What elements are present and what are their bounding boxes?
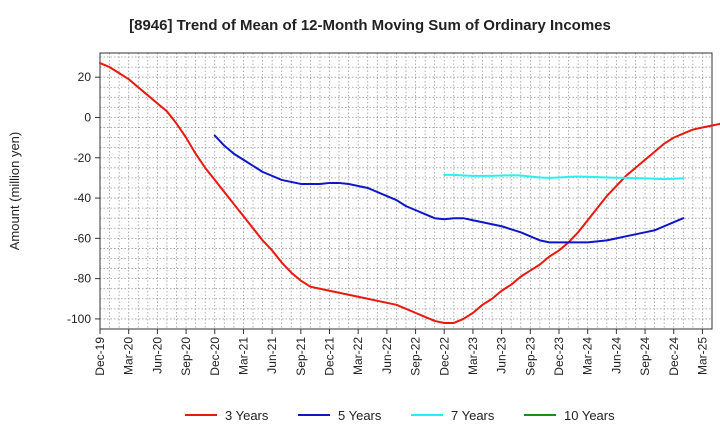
series-line <box>213 134 685 244</box>
x-tick-label: Dec-20 <box>208 337 222 376</box>
x-ticks: Dec-19 Mar-20 Jun-20 Sep-20 Dec-20 Mar-21 Jun-… <box>93 329 709 376</box>
series-layer <box>99 62 720 324</box>
x-tick-label: Dec-22 <box>437 337 451 376</box>
y-tick-label: -80 <box>74 272 92 286</box>
x-tick-label: Dec-19 <box>93 337 107 376</box>
x-tick-label: Jun-23 <box>495 337 509 374</box>
grid-layer <box>100 53 712 329</box>
x-tick-label: Jun-24 <box>609 337 623 374</box>
chart-title: [8946] Trend of Mean of 12-Month Moving … <box>129 17 611 34</box>
legend-label: 7 Years <box>451 408 495 423</box>
x-tick-label: Jun-21 <box>265 337 279 374</box>
x-tick-label: Jun-20 <box>150 337 164 374</box>
x-tick-label: Mar-25 <box>695 337 709 375</box>
y-ticks: 20 0 -20 -40 -60 -80 -100 <box>67 70 100 326</box>
series-line <box>99 62 720 324</box>
legend: 3 Years 5 Years 7 Years 10 Years <box>185 408 615 423</box>
x-tick-label: Mar-24 <box>581 337 595 375</box>
x-tick-label: Sep-21 <box>294 337 308 376</box>
x-tick-label: Mar-23 <box>466 337 480 375</box>
legend-label: 3 Years <box>225 408 269 423</box>
x-tick-label: Mar-20 <box>122 337 136 375</box>
x-tick-label: Dec-24 <box>667 337 681 376</box>
y-tick-label: -60 <box>74 231 92 245</box>
y-tick-label: 20 <box>78 70 92 84</box>
y-tick-label: -40 <box>74 191 92 205</box>
x-tick-label: Sep-24 <box>638 337 652 376</box>
plot-frame <box>99 52 713 330</box>
y-axis-label: Amount (million yen) <box>7 132 22 251</box>
x-tick-label: Jun-22 <box>380 337 394 374</box>
x-tick-label: Mar-22 <box>351 337 365 375</box>
x-tick-label: Dec-23 <box>552 337 566 376</box>
y-tick-label: -100 <box>67 312 91 326</box>
y-tick-label: 0 <box>84 110 91 124</box>
x-tick-label: Sep-22 <box>409 337 423 376</box>
legend-label: 10 Years <box>564 408 615 423</box>
x-tick-label: Dec-21 <box>323 337 337 376</box>
x-tick-label: Mar-21 <box>236 337 250 375</box>
x-tick-label: Sep-20 <box>179 337 193 376</box>
series-line <box>443 173 685 181</box>
legend-label: 5 Years <box>338 408 382 423</box>
y-tick-label: -20 <box>74 151 92 165</box>
x-tick-label: Sep-23 <box>523 337 537 376</box>
